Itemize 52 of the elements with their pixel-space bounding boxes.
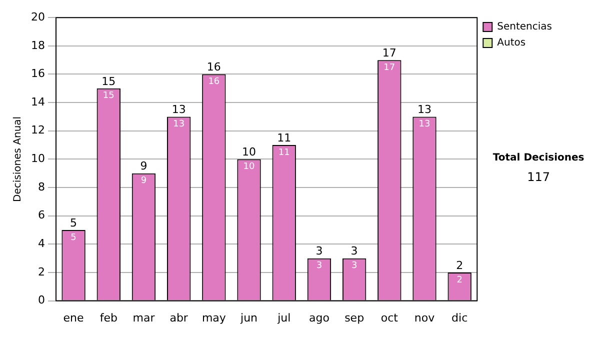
x-tick-label: mar — [132, 311, 156, 324]
y-tick-label: 0 — [38, 294, 45, 307]
data-label: 15 — [102, 91, 114, 102]
total-label: 3 — [350, 244, 358, 258]
x-tick-label: jun — [240, 311, 258, 324]
total-label: 5 — [70, 216, 78, 230]
data-label: 10 — [243, 162, 256, 172]
total-label: 9 — [140, 160, 148, 173]
x-tick-label: jul — [276, 311, 291, 324]
total-label: 11 — [277, 131, 292, 144]
data-label: 13 — [173, 120, 185, 130]
x-tick-label: dic — [452, 311, 468, 324]
total-label: 2 — [456, 258, 464, 272]
x-tick-label: abr — [170, 311, 188, 324]
y-tick-label: 12 — [30, 124, 45, 137]
total-label: 16 — [206, 60, 221, 74]
y-tick-label: 20 — [30, 10, 45, 24]
y-tick-label: 14 — [30, 95, 45, 108]
x-tick-label: ene — [63, 311, 84, 324]
y-tick-label: 10 — [30, 152, 45, 166]
x-tick-label: may — [202, 311, 226, 324]
data-label: 2 — [456, 275, 462, 286]
data-label: 17 — [384, 62, 396, 73]
total-label: 3 — [316, 244, 323, 258]
y-tick-label: 18 — [30, 38, 45, 52]
y-tick-label: 16 — [30, 67, 45, 80]
data-label: 3 — [316, 261, 322, 272]
total-label: 13 — [417, 103, 432, 116]
total-label: 13 — [172, 103, 186, 116]
x-tick-label: ago — [308, 311, 330, 324]
total-label: 10 — [242, 146, 256, 159]
data-label: 13 — [418, 120, 430, 130]
text: Total Decisiones — [492, 152, 584, 164]
total-label: 17 — [382, 46, 396, 60]
legend-label: Autos — [497, 38, 526, 49]
legend-label: Sentencias — [497, 22, 552, 33]
y-tick-label: 2 — [38, 265, 45, 278]
data-label: 16 — [208, 77, 220, 88]
x-tick-label: sep — [344, 311, 364, 324]
y-axis-title: Decisiones Anual — [12, 116, 24, 202]
data-label: 3 — [351, 261, 358, 272]
text: 117 — [527, 170, 550, 184]
total-label: 15 — [102, 74, 116, 88]
data-label: 5 — [70, 232, 76, 243]
data-label: 9 — [140, 176, 147, 186]
data-label: 11 — [278, 148, 290, 158]
x-tick-label: nov — [414, 311, 436, 324]
y-tick-label: 4 — [38, 237, 45, 250]
y-tick-label: 6 — [38, 208, 45, 222]
x-tick-label: oct — [380, 311, 399, 324]
x-tick-label: feb — [100, 311, 118, 324]
y-tick-label: 8 — [38, 180, 45, 194]
